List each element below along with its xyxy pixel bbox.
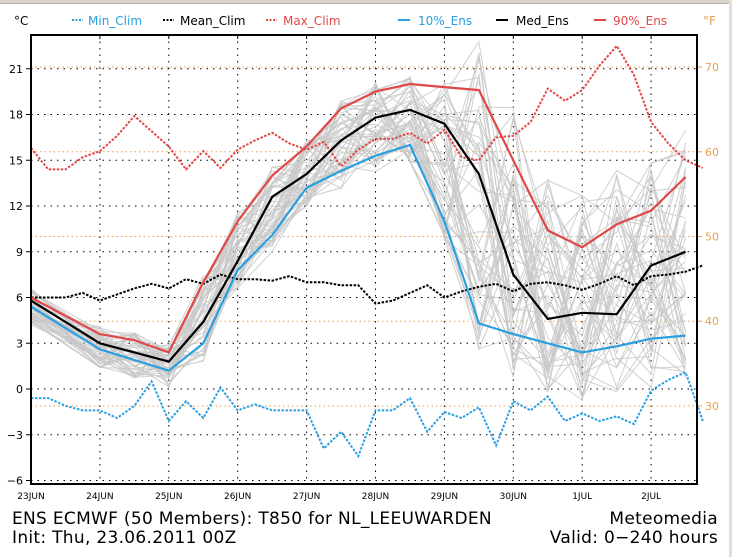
- line-mean-clim: [31, 264, 704, 305]
- line-min-clim: [31, 370, 704, 459]
- y-tick-label: −3: [7, 429, 23, 442]
- y-tick-label: 9: [16, 246, 23, 259]
- chart-title: ENS ECMWF (50 Members): T850 for NL_LEEU…: [12, 509, 492, 529]
- window-frame-top: [0, 0, 732, 4]
- line-10pct-ens: [30, 143, 686, 372]
- ensemble-member-line: [30, 113, 687, 365]
- y-tick-label: 15: [9, 154, 23, 167]
- series-lines: [30, 44, 704, 459]
- line-med-ens: [30, 108, 687, 363]
- valid-range: Valid: 0−240 hours: [549, 528, 718, 548]
- ensemble-member-line: [30, 133, 686, 366]
- axes: −6 −3 0 3 6 9 12 15 18 21 30 40 50 60 70 23JUN 24JUN 25JU…: [7, 35, 719, 502]
- legend-label-med: Med_Ens: [516, 14, 569, 28]
- plot-frame: [30, 34, 698, 485]
- x-tick-label: 29JUN: [431, 492, 458, 502]
- ensemble-member-line: [30, 40, 687, 388]
- line-90pct-ens: [30, 82, 687, 354]
- legend-label-max-clim: Max_Clim: [283, 14, 341, 28]
- y-tick-label: −6: [7, 475, 23, 488]
- y-right-tick-label: 30: [705, 400, 719, 413]
- unit-left-label: °C: [14, 14, 28, 28]
- x-tick-label: 1JUL: [572, 492, 592, 502]
- ensemble-member-line: [30, 73, 687, 370]
- window-frame-right: [729, 0, 732, 557]
- x-tick-label: 28JUN: [362, 492, 389, 502]
- y-right-tick-label: 50: [705, 231, 719, 244]
- source-label: Meteomedia: [609, 509, 718, 529]
- ensemble-member-line: [30, 56, 687, 393]
- ensemble-member-line: [30, 123, 686, 390]
- ensemble-member-line: [30, 75, 687, 376]
- ensemble-member-line: [30, 89, 687, 371]
- legend: °C Min_Clim Mean_Clim Max_Clim 10%_Ens M…: [14, 14, 716, 28]
- y-tick-label: 18: [9, 109, 23, 122]
- unit-right-label: °F: [703, 14, 716, 28]
- y-tick-label: 12: [9, 200, 23, 213]
- line-max-clim: [30, 44, 704, 171]
- legend-label-p10: 10%_Ens: [418, 14, 472, 28]
- legend-label-min-clim: Min_Clim: [88, 14, 142, 28]
- ensemble-member-line: [30, 100, 687, 364]
- x-tick-label: 2JUL: [641, 492, 661, 502]
- y-tick-label: 6: [16, 292, 23, 305]
- x-tick-label: 30JUN: [500, 492, 527, 502]
- x-tick-label: 27JUN: [293, 492, 320, 502]
- ensemble-member-line: [30, 127, 687, 386]
- ensemble-member-line: [30, 106, 687, 367]
- y-right-tick-label: 60: [705, 146, 719, 159]
- legend-label-p90: 90%_Ens: [613, 14, 667, 28]
- ensemble-member-line: [30, 89, 686, 377]
- ensemble-member-line: [30, 106, 686, 369]
- ensemble-members: [30, 40, 687, 401]
- ensemble-member-line: [30, 100, 687, 389]
- x-tick-label: 26JUN: [224, 492, 251, 502]
- y-tick-label: 21: [9, 63, 23, 76]
- x-tick-label: 25JUN: [155, 492, 182, 502]
- y-tick-label: 0: [16, 383, 23, 396]
- init-time: Init: Thu, 23.06.2011 00Z: [12, 528, 237, 548]
- y-tick-label: 3: [16, 337, 23, 350]
- y-right-tick-label: 40: [705, 315, 719, 328]
- x-tick-label: 24JUN: [86, 492, 113, 502]
- legend-label-mean-clim: Mean_Clim: [180, 14, 245, 28]
- y-right-tick-label: 70: [705, 61, 719, 74]
- x-tick-label: 23JUN: [17, 492, 44, 502]
